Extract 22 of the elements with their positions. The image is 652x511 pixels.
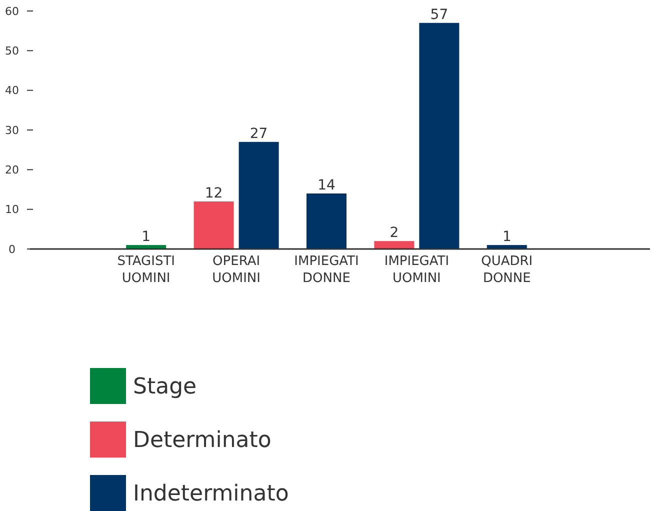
y-tick-label: 20: [5, 164, 19, 177]
y-tick-label: 50: [5, 44, 19, 58]
legend-label: Determinato: [133, 428, 272, 454]
data-label: 14: [318, 177, 336, 194]
data-label: 12: [204, 185, 223, 202]
data-label: 1: [502, 229, 512, 246]
x-tick-label: QUADRI DONNE: [481, 254, 533, 286]
data-label: 27: [250, 126, 268, 142]
x-tick-label: OPERAI UOMINI: [212, 254, 260, 286]
legend-label: Stage: [133, 374, 197, 400]
data-label: 57: [430, 6, 448, 23]
x-tick-label: IMPIEGATI DONNE: [294, 254, 359, 286]
x-tick-label: STAGISTI UOMINI: [117, 254, 175, 286]
x-tick-label: IMPIEGATI UOMINI: [384, 254, 450, 286]
y-tick-label: 60: [5, 4, 19, 18]
data-label: 1: [142, 229, 151, 246]
data-label: 2: [390, 225, 399, 242]
y-tick-label: 30: [5, 124, 19, 137]
y-tick-label: 0: [8, 242, 16, 256]
legend-label: Indeterminato: [133, 482, 289, 507]
y-tick-label: 10: [5, 203, 19, 216]
y-tick-label: 40: [5, 84, 19, 98]
